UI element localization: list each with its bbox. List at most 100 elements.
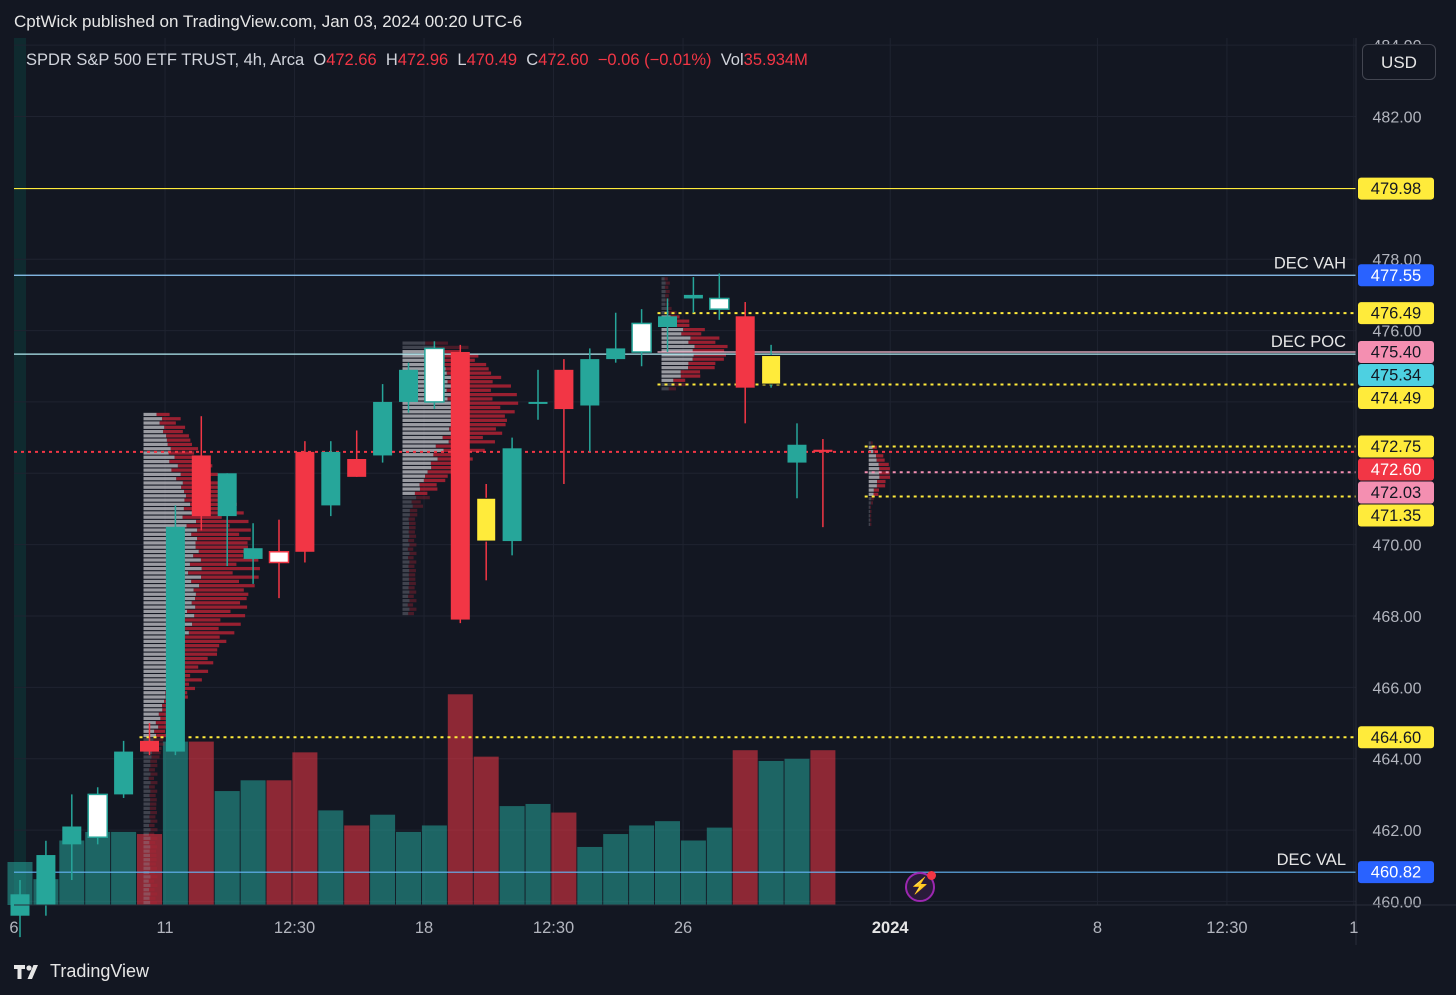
x-tick-label: 11 (156, 919, 173, 937)
x-tick-label: 12:30 (533, 919, 574, 937)
profile-row-down (693, 353, 726, 357)
profile-row-up (143, 785, 150, 789)
profile-row-down (876, 458, 885, 462)
profile-row-up (143, 485, 182, 489)
profile-row-up (143, 678, 173, 682)
profile-row-down (664, 277, 668, 281)
tradingview-logo[interactable]: TradingView (14, 961, 149, 982)
close-value: 472.60 (538, 51, 589, 69)
profile-row-down (454, 418, 507, 422)
profile-row-down (416, 496, 430, 500)
profile-row-down (150, 900, 157, 905)
profile-row-down (435, 345, 469, 349)
profile-row-down (191, 532, 240, 536)
profile-row-up (661, 289, 666, 294)
profile-row-up (402, 568, 410, 573)
profile-row-up (402, 543, 410, 547)
profile-row-down (195, 545, 248, 549)
profile-row-down (149, 823, 155, 828)
level-lines: DEC VAH DEC POC DEC VAL (14, 187, 1356, 873)
volume-bar (732, 750, 758, 905)
profile-row-up (143, 751, 153, 755)
candle-body (243, 548, 263, 559)
profile-row-down (408, 564, 415, 568)
profile-row-down (879, 475, 891, 479)
profile-row-down (454, 423, 506, 427)
profile-row-up (402, 547, 408, 551)
profile-row-down (153, 738, 164, 742)
volume-bar (810, 750, 836, 905)
volume-bar (655, 821, 680, 905)
profile-row-down (150, 763, 158, 768)
time-axis[interactable]: 6 11 12:30 18 12:30 26 2024 8 12:30 1 (9, 904, 1456, 937)
profile-row-up (143, 772, 151, 776)
x-tick-label: 1 (1349, 919, 1358, 937)
profile-row-up (402, 414, 454, 418)
profile-row-up (868, 497, 872, 501)
profile-row-up (402, 410, 459, 414)
profile-row-up (143, 489, 185, 494)
profile-row-down (694, 344, 728, 349)
profile-row-up (143, 511, 194, 515)
profile-row-up (661, 349, 693, 353)
profile-row-down (407, 603, 414, 607)
profile-row-down (163, 429, 183, 434)
profile-row-up (868, 501, 871, 505)
candle-body (528, 401, 548, 404)
profile-row-down (196, 519, 249, 524)
lightning-bolt-icon[interactable]: ⚡ (905, 871, 936, 902)
profile-row-up (402, 362, 445, 367)
profile-row-down (409, 513, 418, 517)
profile-row-down (199, 584, 255, 588)
profile-row-up (661, 294, 666, 298)
profile-row-up (143, 755, 152, 759)
currency-button[interactable]: USD (1362, 44, 1436, 80)
profile-row-down (425, 474, 448, 478)
candle-body (373, 401, 393, 456)
profile-row-down (170, 447, 199, 451)
profile-row-up (143, 464, 178, 468)
price-badge-label: 471.35 (1371, 507, 1421, 525)
candles (10, 273, 833, 938)
candle-body (268, 551, 290, 564)
profile-row-down (412, 504, 424, 508)
profile-row-down (150, 772, 158, 776)
profile-row-down (149, 849, 156, 853)
profile-row-up (143, 618, 182, 622)
profile-row-up (402, 517, 409, 521)
profile-row-up (143, 888, 150, 892)
profile-row-up (402, 418, 455, 422)
profile-row-down (181, 626, 219, 631)
x-tick-label: 8 (1093, 919, 1102, 937)
profile-row-down (409, 581, 416, 586)
price-chart[interactable]: DEC VAH DEC POC DEC VAL 460.00 462.00 464.00… (0, 0, 1456, 945)
profile-row-down (408, 530, 415, 534)
profile-row-up (143, 900, 151, 905)
profile-row-up (402, 556, 409, 560)
profile-row-up (143, 866, 151, 870)
candle-body (217, 473, 237, 517)
profile-row-up (402, 551, 410, 556)
profile-row-down (872, 445, 877, 449)
profile-row-up (868, 522, 871, 526)
profile-row-down (690, 336, 720, 340)
profile-row-up (402, 431, 453, 435)
profile-row-up (143, 845, 151, 849)
profile-row-up (402, 611, 409, 616)
volume-bar (603, 834, 629, 905)
profile-row-down (879, 467, 890, 471)
profile-row-up (661, 366, 689, 370)
volume-bar (266, 780, 292, 905)
profile-row-up (868, 454, 876, 458)
profile-row-down (149, 862, 156, 866)
profile-row-down (200, 558, 259, 562)
profile-row-up (402, 341, 426, 345)
profile-row-up (661, 374, 681, 378)
profile-row-up (143, 447, 171, 451)
profile-row-up (661, 285, 665, 289)
profile-row-down (419, 487, 438, 491)
profile-row-down (870, 518, 872, 522)
profile-row-up (143, 472, 181, 476)
candle-body (347, 459, 367, 477)
profile-row-up (143, 781, 151, 785)
